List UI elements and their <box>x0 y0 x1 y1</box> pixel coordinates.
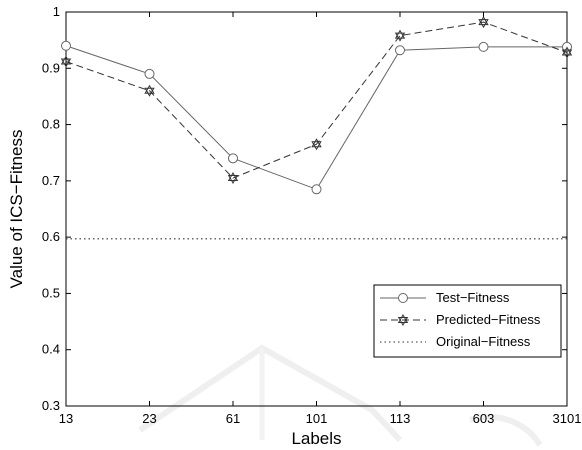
data-point <box>478 41 489 52</box>
legend-label: Test−Fitness <box>436 290 510 305</box>
legend-label: Original−Fitness <box>436 334 531 349</box>
watermark-stroke <box>469 413 543 447</box>
data-point <box>227 172 239 185</box>
data-point <box>561 46 573 59</box>
hexagram-triangle <box>227 175 239 185</box>
series-1 <box>60 16 573 185</box>
background-watermark <box>138 344 543 447</box>
hexagram-triangle <box>311 141 322 151</box>
hexagram-triangle <box>397 317 409 327</box>
hexagram-triangle <box>478 19 489 29</box>
y-tick-label: 0.7 <box>42 173 60 188</box>
series-layer <box>60 16 573 240</box>
series-0 <box>61 40 572 195</box>
legend-label: Predicted−Fitness <box>436 312 541 327</box>
data-point <box>228 153 238 164</box>
data-point <box>60 55 72 68</box>
hexagram-triangle <box>60 58 72 68</box>
watermark-stroke <box>138 344 403 443</box>
y-tick-label: 0.4 <box>42 342 60 357</box>
hexagram-triangle <box>561 46 573 56</box>
x-axis-label: Labels <box>291 429 341 448</box>
data-point <box>61 40 71 51</box>
data-point <box>311 184 322 195</box>
data-point <box>144 84 155 97</box>
hexagram-triangle <box>60 55 72 65</box>
data-point <box>478 16 489 29</box>
hexagram-triangle <box>144 87 155 97</box>
y-tick-label: 0.8 <box>42 117 60 132</box>
x-tick-label: 113 <box>390 411 411 426</box>
y-tick-label: 0.9 <box>42 60 60 75</box>
legend-marker <box>398 293 408 303</box>
hexagram-triangle <box>311 138 322 148</box>
x-tick-label: 61 <box>226 411 240 426</box>
y-tick-label: 0.6 <box>42 229 60 244</box>
data-point <box>395 45 405 56</box>
data-point <box>394 29 406 42</box>
x-tick-label: 13 <box>59 411 73 426</box>
y-axis-label: Value of ICS−Fitness <box>7 130 26 289</box>
hexagram-triangle <box>227 172 239 182</box>
x-tick-label: 3101 <box>553 411 582 426</box>
y-tick-label: 0.5 <box>42 285 60 300</box>
x-tick-label: 23 <box>142 411 156 426</box>
hexagram-triangle <box>144 84 155 94</box>
y-tick-label: 0.3 <box>42 398 60 413</box>
x-tick-label: 603 <box>473 411 495 426</box>
legend: Test−Fitness Predicted−Fitness Original−Fi… <box>373 284 562 358</box>
hexagram-triangle <box>561 49 573 59</box>
data-point <box>311 138 322 151</box>
hexagram-triangle <box>478 16 489 26</box>
legend-marker <box>397 313 409 327</box>
series-line <box>65 21 568 179</box>
hexagram-triangle <box>394 29 406 39</box>
series-line <box>65 45 567 190</box>
data-point <box>144 68 155 79</box>
x-tick-label: 101 <box>306 411 328 426</box>
y-tick-label: 1 <box>53 4 60 19</box>
hexagram-triangle <box>394 32 406 42</box>
hexagram-triangle <box>397 313 409 323</box>
